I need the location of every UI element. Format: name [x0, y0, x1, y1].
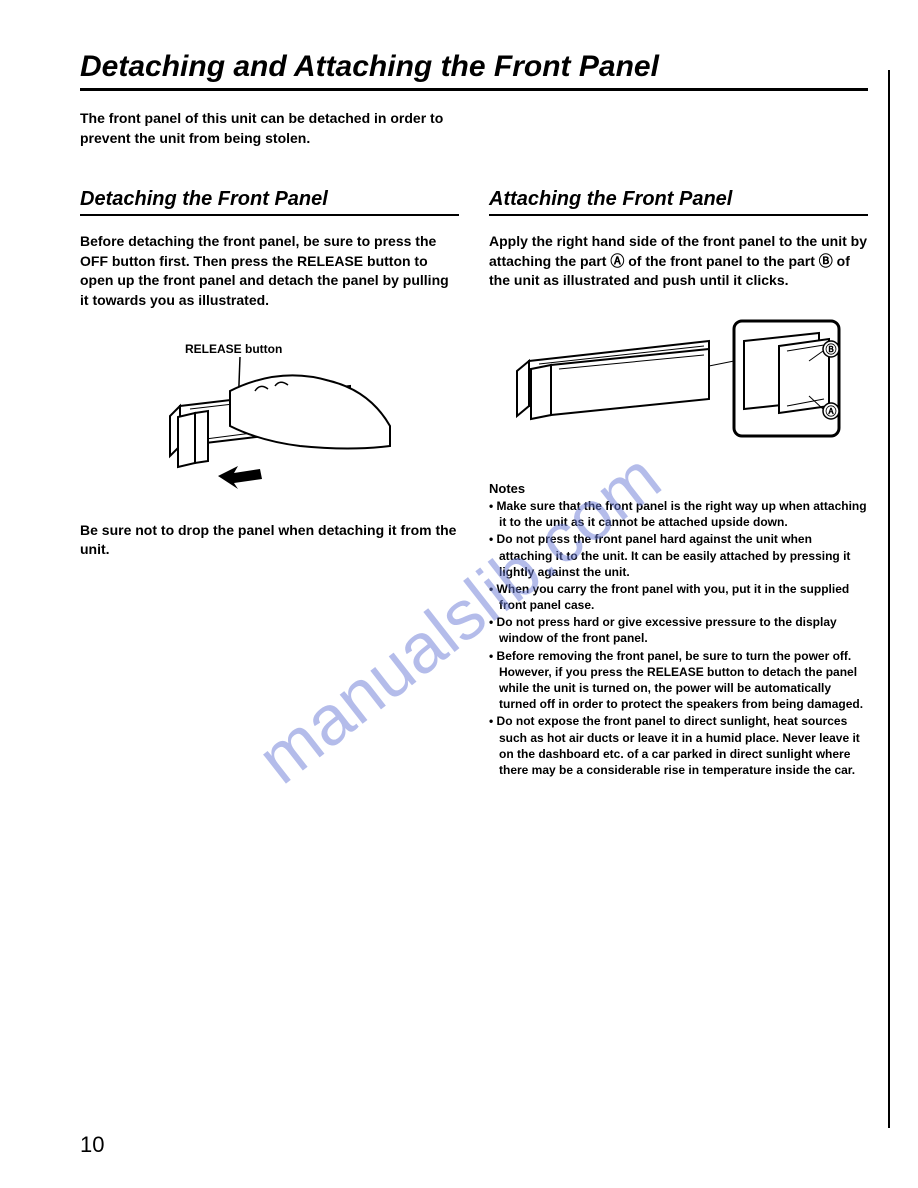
page-number: 10 — [80, 1132, 104, 1158]
label-a: Ⓐ — [825, 404, 836, 418]
detaching-figure: RELEASE button — [80, 331, 459, 501]
left-column: Detaching the Front Panel Before detachi… — [80, 188, 459, 779]
note-item: When you carry the front panel with you,… — [489, 581, 868, 613]
detaching-caution: Be sure not to drop the panel when detac… — [80, 521, 459, 560]
notes-list: Make sure that the front panel is the ri… — [489, 498, 868, 778]
page-right-border — [888, 70, 890, 1128]
note-item: Do not press hard or give excessive pres… — [489, 614, 868, 646]
page-title: Detaching and Attaching the Front Panel — [80, 50, 868, 91]
detaching-instructions: Before detaching the front panel, be sur… — [80, 232, 459, 310]
note-item: Before removing the front panel, be sure… — [489, 648, 868, 713]
note-item: Do not expose the front panel to direct … — [489, 713, 868, 778]
release-label: RELEASE button — [185, 342, 282, 356]
intro-paragraph: The front panel of this unit can be deta… — [80, 109, 450, 148]
note-item: Make sure that the front panel is the ri… — [489, 498, 868, 530]
right-column: Attaching the Front Panel Apply the righ… — [489, 188, 868, 779]
notes-heading: Notes — [489, 481, 868, 496]
attaching-figure: Ⓑ Ⓐ — [489, 311, 868, 461]
note-item: Do not press the front panel hard agains… — [489, 531, 868, 580]
detaching-heading: Detaching the Front Panel — [80, 188, 459, 216]
attaching-instructions: Apply the right hand side of the front p… — [489, 232, 868, 291]
two-column-layout: Detaching the Front Panel Before detachi… — [80, 188, 868, 779]
attaching-heading: Attaching the Front Panel — [489, 188, 868, 216]
label-b: Ⓑ — [825, 342, 836, 356]
